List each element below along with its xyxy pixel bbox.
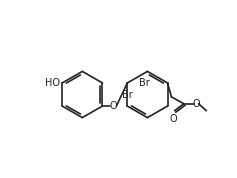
Text: Br: Br [139, 78, 150, 88]
Text: HO: HO [45, 78, 60, 88]
Text: Br: Br [122, 90, 133, 100]
Text: O: O [109, 101, 117, 111]
Text: O: O [192, 99, 200, 109]
Text: O: O [169, 114, 177, 124]
